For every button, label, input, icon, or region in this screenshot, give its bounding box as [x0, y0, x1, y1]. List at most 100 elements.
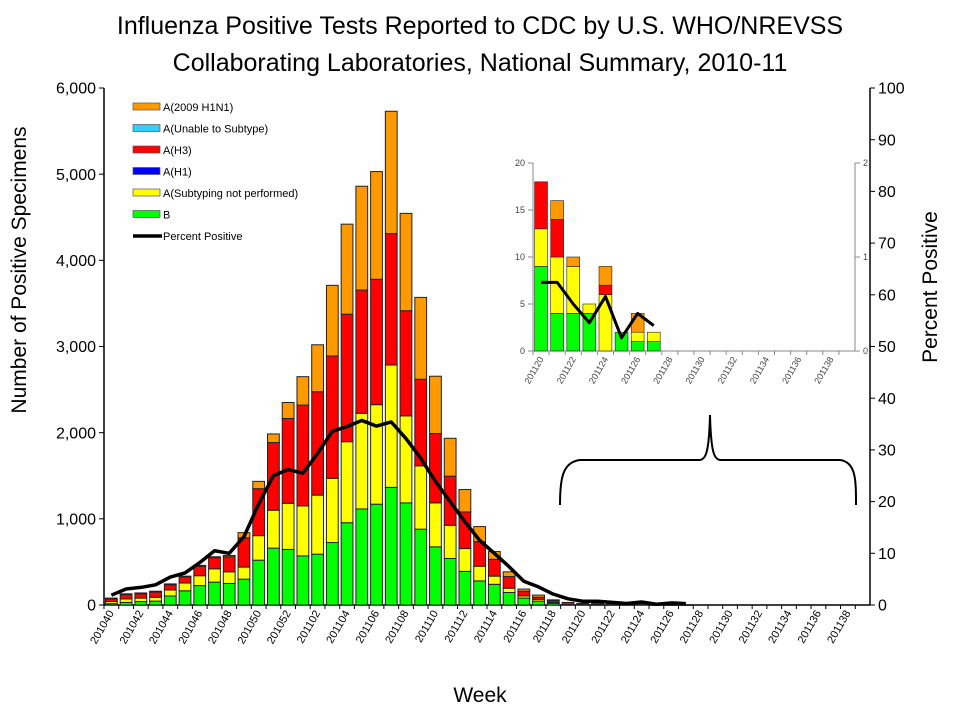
x-tick-label: 201120 [522, 355, 545, 385]
bar-segment [551, 313, 564, 351]
legend-label: A(2009 H1N1) [163, 102, 233, 114]
x-tick-label: 201044 [147, 609, 176, 647]
y-tick-label: 5,000 [56, 167, 96, 184]
bar-segment [120, 594, 132, 595]
legend-swatch [133, 125, 160, 132]
bar-segment [518, 598, 530, 605]
y-tick-label: 20 [515, 158, 525, 168]
legend-label: A(Unable to Subtype) [163, 124, 268, 136]
bar-segment [385, 234, 397, 365]
legend-label: A(H1) [163, 167, 192, 179]
bar-segment [223, 583, 235, 605]
y-tick-label: 15 [515, 205, 525, 215]
bar-segment [415, 297, 427, 379]
x-tick-label: 201124 [619, 609, 647, 646]
bar-segment [341, 224, 353, 314]
bar-segment [209, 557, 221, 558]
bar-segment [326, 543, 338, 605]
bar-segment [341, 314, 353, 442]
legend-swatch [133, 189, 160, 196]
x-tick-label: 201050 [236, 609, 265, 647]
x-tick-label: 201134 [748, 355, 771, 385]
bar-segment [430, 503, 442, 547]
bar-segment [253, 481, 265, 488]
bar-segment [179, 576, 191, 577]
bar-segment [209, 582, 221, 605]
bar-segment [238, 579, 250, 605]
bar-segment [326, 285, 338, 356]
bar-segment [567, 266, 580, 313]
x-tick-label: 201130 [683, 355, 706, 385]
bar-segment [223, 557, 235, 572]
bar-segment [194, 576, 206, 586]
x-tick-label: 201124 [587, 355, 610, 385]
bar-segment [577, 603, 589, 604]
bar-segment [312, 345, 324, 392]
bar-segment [209, 558, 221, 569]
x-tick-label: 201042 [118, 609, 147, 647]
legend: A(2009 H1N1)A(Unable to Subtype)A(H3)A(H… [133, 102, 298, 243]
x-tick-label: 201122 [555, 355, 578, 385]
bar-segment [194, 566, 206, 575]
y2-axis-label: Percent Positive [919, 211, 942, 363]
bar-segment [179, 577, 191, 583]
bar-segment [312, 495, 324, 554]
bar-segment [268, 510, 280, 548]
bar-segment [164, 590, 176, 596]
x-axis-label: Week [453, 684, 507, 707]
x-tick-label: 201132 [716, 355, 739, 385]
chart-subtitle: Collaborating Laboratories, National Sum… [173, 49, 788, 77]
bar-segment [356, 290, 368, 413]
y2-tick-label: 60 [878, 287, 896, 304]
bar-segment [488, 559, 500, 576]
bar-segment [341, 442, 353, 523]
bar-segment [415, 529, 427, 605]
bar-segment [518, 591, 530, 596]
bar-segment [535, 229, 548, 267]
bar-segment [179, 591, 191, 605]
bar-segment [400, 213, 412, 310]
x-tick-label: 201104 [324, 609, 352, 646]
y2-tick-label: 30 [878, 443, 896, 460]
bar-segment [371, 504, 383, 605]
bar-segment [415, 466, 427, 529]
bar-segment [326, 356, 338, 478]
x-tick-label: 201126 [619, 355, 642, 385]
bar-segment [488, 576, 500, 584]
y2-tick-label: 70 [878, 236, 896, 253]
bar-segment [385, 487, 397, 605]
bar-segment [444, 438, 456, 476]
bar-segment [400, 416, 412, 503]
bar-segment [135, 594, 147, 598]
bar-segment [647, 342, 660, 351]
bar-segment [282, 403, 294, 419]
bar-segment [371, 405, 383, 505]
bar-segment [356, 186, 368, 290]
y2-tick-label: 40 [878, 391, 896, 408]
bar-segment [297, 377, 309, 405]
bar-segment [238, 567, 250, 579]
x-tick-label: 201046 [177, 609, 206, 647]
y2-tick-label: 100 [878, 81, 905, 98]
y-tick-label: 0 [520, 346, 525, 356]
bar-segment [599, 285, 612, 294]
bar-segment [518, 589, 530, 591]
x-tick-label: 201106 [354, 609, 382, 646]
y2-tick-label: 90 [878, 132, 896, 149]
y-tick-label: 10 [515, 252, 525, 262]
x-tick-label: 201126 [648, 609, 676, 646]
y-tick-label: 1,000 [56, 511, 96, 528]
bar-segment [356, 509, 368, 605]
bar-segment [430, 434, 442, 503]
legend-swatch [133, 211, 160, 218]
bar-segment [164, 585, 176, 590]
bar-segment [533, 595, 545, 597]
bar-segment [599, 266, 612, 285]
y2-tick-label: 0 [863, 346, 868, 356]
bar-segment [371, 279, 383, 404]
bar-segment [135, 602, 147, 605]
x-tick-label: 201112 [443, 609, 471, 645]
y-axis-label: Number of Positive Specimens [8, 126, 31, 413]
main-plot: 01,0002,0003,0004,0005,0006,000010203040… [56, 81, 905, 647]
